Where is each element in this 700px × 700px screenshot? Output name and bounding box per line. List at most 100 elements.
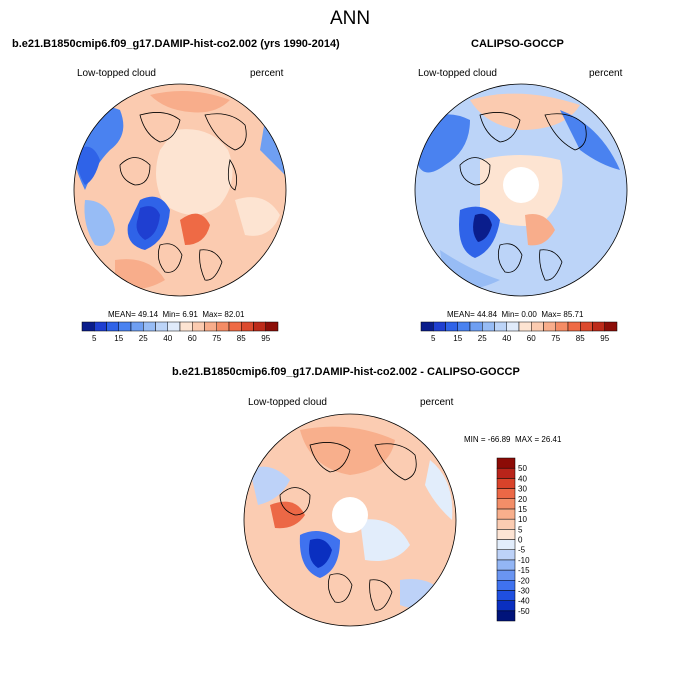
panel1-north-orange-region [150,91,230,113]
panel3-north-orange-region [300,426,395,475]
panel3-map [243,413,457,627]
panel1-atlantic-red-region [180,213,210,245]
panel2-min-value: 0.00 [521,310,537,319]
panel3-stats: MIN = -66.89 MAX = 26.41 [464,435,561,444]
panel1-colorbar-tick-label: 25 [139,334,148,343]
panel2-colorbar-tick-label: 60 [527,334,536,343]
panel2-colorbar-swatch [567,321,581,332]
panel3-colorbar-swatch [496,580,516,591]
panel2-colorbar-tick-label: 95 [600,334,609,343]
panel2-ne-blue-region [560,110,620,170]
panel2-map [414,83,628,297]
panel3-colorbar-tick-label: -15 [518,566,530,575]
panel3-colorbar-swatch [496,457,516,469]
panel3-colorbar-swatch [496,569,516,581]
panel1-colorbar-tick-label: 5 [92,334,97,343]
panel1-colorbar-swatch [143,321,156,332]
panel1-stats: MEAN= 49.14 Min= 6.91 Max= 82.01 [108,310,244,319]
panel3-max-value: 26.41 [541,435,562,444]
panel2-mean-value: 44.84 [477,310,498,319]
panel1-colorbar: 5 15 25 40 60 75 85 95 [81,321,279,343]
panel3-west-light-blue-region [250,466,290,505]
panel1-nw-dark-blue-region [77,146,100,185]
panel3-colorbar-tick-label: 5 [518,525,523,534]
panel3-min-value: -66.89 [487,435,511,444]
panel3-units-label: percent [420,397,454,408]
panel3-missing-data-pole [332,497,368,533]
panel2-colorbar-swatch [482,321,495,332]
panel1-colorbar-swatch [106,321,119,332]
panel1-units-label: percent [250,68,284,79]
panel3-colorbar-swatch [496,590,516,601]
panel3-colorbar-swatch [496,559,516,571]
panel1-greenland-dark-region [136,206,160,240]
panel3-coastlines [279,442,417,611]
panel3-colorbar-swatch [496,467,516,479]
panel3-colorbar-swatch [496,488,516,499]
panel2-colorbar-swatch [469,321,483,332]
panel3-colorbar-swatch [496,518,516,530]
panel3-colorbar-tick-label: 10 [518,515,527,524]
panel3-west-red-region [270,501,305,529]
panel3-colorbar-swatch [496,508,516,520]
panel1-colorbar-tick-label: 15 [114,334,123,343]
panel2-colorbar-swatch [494,321,507,332]
panel1-min-label: Min= [162,310,181,319]
panel2-greenland-dark-region [473,213,492,242]
panel1-title: b.e21.B1850cmip6.f09_g17.DAMIP-hist-co2.… [12,38,340,50]
panel3-colorbar-tick-label: 15 [518,505,527,514]
panel1-colorbar-swatch [118,321,132,332]
panel2-min-label: Min= [501,310,520,319]
panel1-min-value: 6.91 [182,310,198,319]
panel1-colorbar-swatch [81,321,95,332]
panel1-east-pale-region [235,197,280,236]
panel1-colorbar-swatch [179,321,193,332]
panel2-colorbar-tick-label: 75 [551,334,560,343]
panel1-colorbar-swatch [265,321,279,332]
panel3-min-label: MIN = [464,435,486,444]
panel3-colorbar-tick-label: -5 [518,546,526,555]
panel3-colorbar-swatch [496,610,516,622]
panel1-arctic-ocean-region [156,129,233,215]
panel2-coastlines [459,112,587,281]
panel1-west-light-blue-region [84,200,115,246]
panel1-map [73,83,287,297]
panel1-mean-label: MEAN= [108,310,136,319]
panel2-colorbar-swatch [445,321,458,332]
panel2-colorbar-swatch [506,321,520,332]
panel1-colorbar-swatch [192,321,205,332]
panel3-colorbar-tick-label: -10 [518,556,530,565]
panel1-coastlines [119,112,247,281]
panel2-colorbar-swatch [531,321,544,332]
panel1-colorbar-tick-label: 60 [188,334,197,343]
panel3-colorbar-swatch [496,539,516,550]
panel3-colorbar-swatch [496,600,516,612]
panel2-colorbar-tick-label: 40 [502,334,511,343]
panel2-colorbar-swatch [543,321,556,332]
panel2-title: CALIPSO-GOCCP [471,38,564,50]
panel1-colorbar-swatch [253,321,266,332]
panel2-variable-label: Low-topped cloud [418,68,497,79]
panel3-east-pale-region [425,460,453,520]
panel1-colorbar-tick-label: 40 [163,334,172,343]
figure-title: ANN [329,8,371,29]
panel3-colorbar-tick-label: -20 [518,576,530,585]
panel3-colorbar-tick-label: 40 [518,474,527,483]
panel2-colorbar-swatch [518,321,532,332]
panel2-mean-label: MEAN= [447,310,475,319]
panel2-colorbar-swatch [604,321,618,332]
panel3-colorbar-tick-label: -30 [518,586,530,595]
panel2-map-boundary [414,83,628,297]
panel3-colorbar-tick-label: -50 [518,607,530,616]
panel1-colorbar-swatch [155,321,168,332]
panel1-colorbar-swatch [204,321,217,332]
panel1-mean-value: 49.14 [138,310,159,319]
panel3-atlantic-pale-region [360,519,410,561]
panel1-colorbar-swatch [216,321,230,332]
panel1-variable-label: Low-topped cloud [77,68,156,79]
panel2-colorbar-swatch [420,321,434,332]
panel2-colorbar-swatch [457,321,471,332]
panel2-missing-data-pole [503,167,539,203]
panel1-max-value: 82.01 [224,310,245,319]
